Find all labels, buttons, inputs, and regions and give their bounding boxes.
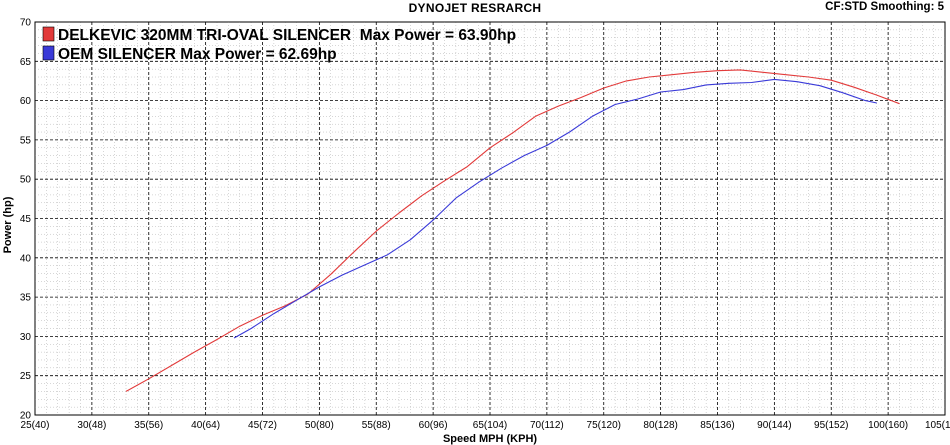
y-tick-label: 65 — [20, 57, 32, 68]
x-tick-label: 25(40) — [21, 420, 50, 431]
x-tick-label: 95(152) — [814, 420, 848, 431]
legend: DELKEVIC 320MM TRI-OVAL SILENCER Max Pow… — [42, 26, 516, 63]
legend-swatch-oem — [42, 45, 55, 61]
y-tick-label: 60 — [20, 96, 32, 107]
x-tick-label: 100(160) — [868, 420, 908, 431]
y-axis-title: Power (hp) — [2, 196, 14, 253]
y-tick-label: 70 — [20, 18, 32, 29]
x-tick-label: 30(48) — [77, 420, 106, 431]
x-tick-label: 80(128) — [643, 420, 677, 431]
x-tick-label: 105(168) — [925, 420, 950, 431]
y-tick-label: 35 — [20, 293, 32, 304]
x-tick-label: 70(112) — [530, 420, 564, 431]
x-tick-label: 65(104) — [473, 420, 507, 431]
x-tick-label: 85(136) — [700, 420, 734, 431]
legend-label-oem: OEM SILENCER Max Power = 62.69hp — [58, 46, 337, 63]
grid-lines — [34, 21, 946, 416]
series-line-oem — [233, 78, 877, 339]
x-tick-label: 75(120) — [587, 420, 621, 431]
x-tick-label: 35(56) — [134, 420, 163, 431]
x-axis-title: Speed MPH (KPH) — [443, 433, 537, 445]
y-tick-label: 55 — [20, 135, 32, 146]
y-tick-label: 25 — [20, 371, 32, 382]
x-tick-label: 50(80) — [305, 420, 334, 431]
series-line-delkevic — [125, 69, 900, 392]
y-tick-label: 50 — [20, 175, 32, 186]
x-tick-label: 45(72) — [248, 420, 277, 431]
correction-smoothing-info: CF:STD Smoothing: 5 — [825, 1, 944, 13]
series-lines — [125, 69, 900, 392]
legend-label-delkevic: DELKEVIC 320MM TRI-OVAL SILENCER Max Pow… — [58, 27, 516, 44]
y-tick-label: 20 — [20, 411, 32, 422]
dyno-header-title: DYNOJET RESRARCH — [408, 1, 542, 15]
y-tick-label: 40 — [20, 253, 32, 264]
legend-swatch-delkevic — [42, 26, 55, 42]
tick-labels: 25(40) 30(48) 35(56) 40(64) 45(72) 50(80) 55(8… — [20, 18, 950, 432]
x-tick-label: 90(144) — [757, 420, 791, 431]
x-tick-label: 60(96) — [419, 420, 448, 431]
y-tick-label: 45 — [20, 214, 32, 225]
y-tick-label: 30 — [20, 332, 32, 343]
x-tick-label: 40(64) — [191, 420, 220, 431]
x-tick-label: 55(88) — [362, 420, 391, 431]
